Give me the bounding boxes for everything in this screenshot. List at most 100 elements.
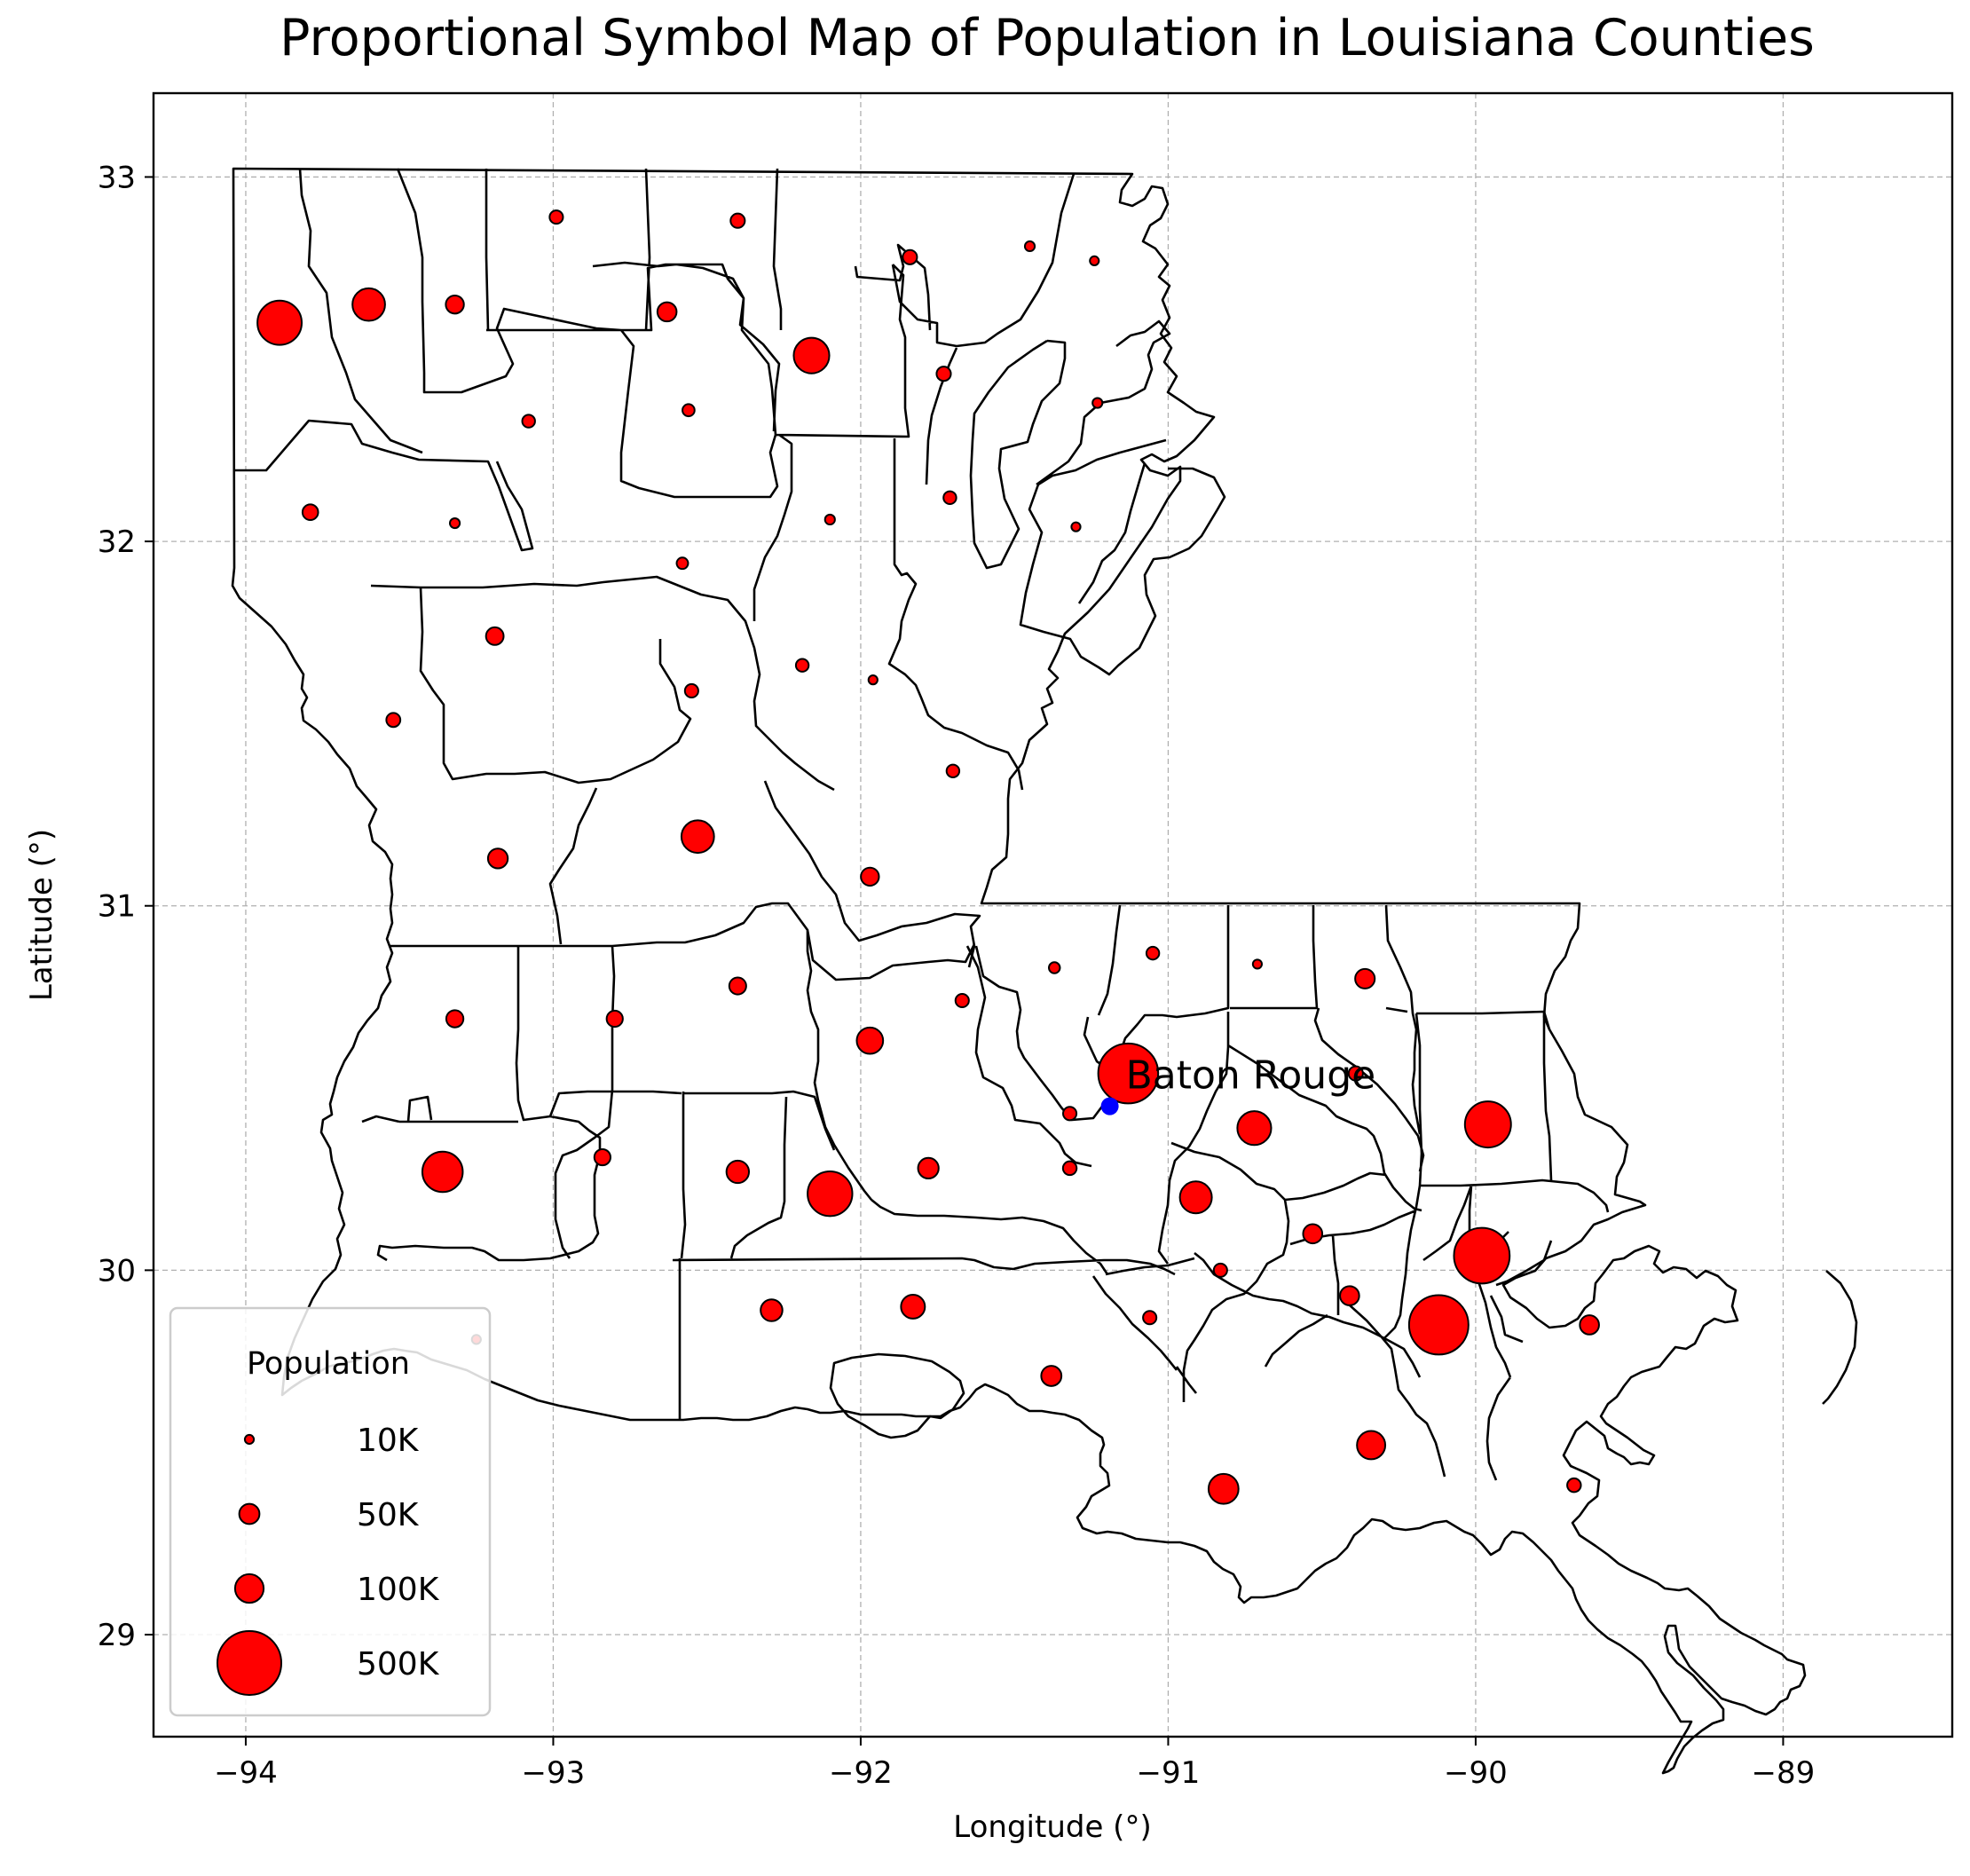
- population-symbol: [902, 248, 918, 265]
- y-tick-label: 31: [98, 889, 136, 925]
- legend-label: 100K: [357, 1572, 440, 1608]
- legend-label: 10K: [357, 1423, 420, 1459]
- city-annotation: Baton Rouge: [1100, 1053, 1376, 1115]
- population-symbol: [1040, 1365, 1063, 1387]
- population-symbol: [385, 712, 402, 729]
- population-symbol: [1207, 1472, 1240, 1505]
- population-symbol: [945, 763, 961, 778]
- chandeleur-islands: [1822, 1270, 1858, 1405]
- grid-lines: [154, 93, 1952, 1737]
- x-tick-label: −92: [829, 1755, 893, 1791]
- city-marker: [1100, 1097, 1119, 1115]
- legend-box: [169, 1306, 492, 1717]
- x-tick-label: −94: [214, 1755, 278, 1791]
- population-symbol: [683, 682, 699, 699]
- mississippi-river-islands: [829, 1352, 965, 1439]
- population-symbol: [855, 1026, 885, 1055]
- population-symbol: [1354, 967, 1376, 989]
- population-symbol: [725, 1159, 751, 1185]
- y-tick-label: 30: [98, 1253, 136, 1289]
- population-symbol: [792, 336, 831, 374]
- population-symbol: [605, 1009, 624, 1029]
- population-symbol: [1347, 1065, 1364, 1082]
- population-symbol: [729, 212, 746, 229]
- county-boundaries: [231, 167, 1858, 1775]
- population-symbol: [1142, 1310, 1158, 1326]
- legend-symbol: [217, 1630, 282, 1696]
- legend-symbol: [243, 1433, 256, 1446]
- population-symbol: [1356, 1430, 1387, 1461]
- legend-label: 50K: [357, 1497, 420, 1533]
- population-symbol: [1097, 1042, 1160, 1105]
- population-symbol: [1579, 1314, 1600, 1336]
- population-symbol: [485, 626, 505, 646]
- population-symbol: [1178, 1180, 1213, 1215]
- population-symbol: [675, 556, 690, 571]
- population-symbol: [445, 1009, 465, 1029]
- population-symbol: [1407, 1294, 1470, 1356]
- population-symbol: [1091, 397, 1104, 409]
- population-symbol: [935, 366, 952, 382]
- population-symbol: [917, 1156, 940, 1180]
- population-symbol: [593, 1147, 611, 1167]
- population-symbol: [942, 490, 957, 506]
- y-tick-label: 33: [98, 160, 136, 195]
- population-symbols: [256, 209, 1600, 1505]
- axis-ticks: −94 −93 −92 −91 −90 −89 29 30 31 32 33: [98, 160, 1816, 1791]
- legend-title: Population: [247, 1346, 410, 1382]
- county-lines-central: [361, 787, 1176, 1420]
- x-tick-label: −93: [522, 1755, 586, 1791]
- population-symbol: [1302, 1223, 1324, 1245]
- population-symbol: [1453, 1226, 1511, 1285]
- population-symbol: [760, 1298, 784, 1322]
- y-tick-label: 32: [98, 524, 136, 560]
- population-symbol: [521, 414, 536, 429]
- population-symbol: [1061, 1160, 1078, 1177]
- population-symbol: [794, 658, 810, 673]
- population-symbol: [728, 976, 747, 996]
- legend-entries: 10K 50K 100K 500K: [217, 1423, 440, 1696]
- population-symbol: [256, 299, 303, 346]
- population-symbol: [1236, 1110, 1273, 1147]
- population-symbol: [486, 847, 509, 870]
- population-symbol: [954, 992, 970, 1009]
- population-symbol: [448, 516, 461, 530]
- x-tick-label: −91: [1137, 1755, 1201, 1791]
- population-symbol: [860, 866, 880, 887]
- legend-symbol: [238, 1502, 261, 1525]
- population-symbol: [351, 287, 386, 322]
- population-symbol: [1463, 1100, 1512, 1149]
- population-symbol: [301, 503, 319, 522]
- legend-symbol: [233, 1573, 265, 1604]
- y-axis-label: Latitude (°): [24, 829, 59, 1001]
- population-symbol: [1070, 521, 1082, 532]
- population-symbol: [682, 403, 696, 418]
- population-symbol: [867, 674, 879, 686]
- population-symbol: [1251, 958, 1264, 970]
- population-symbol: [548, 209, 564, 225]
- population-symbol: [421, 1150, 464, 1194]
- population-symbol: [1089, 255, 1100, 266]
- x-tick-label: −89: [1752, 1755, 1816, 1791]
- population-symbol: [1145, 945, 1161, 961]
- map-title: Proportional Symbol Map of Population in…: [280, 9, 1815, 67]
- population-symbol: [445, 294, 465, 315]
- axes-frame: [152, 91, 1954, 1738]
- legend-label: 500K: [357, 1646, 440, 1683]
- legend: Population 10K 50K 100K 500K: [169, 1306, 492, 1717]
- population-symbol: [680, 819, 715, 855]
- population-symbol: [900, 1293, 926, 1320]
- population-symbol: [1062, 1106, 1078, 1122]
- x-axis-label: Longitude (°): [953, 1809, 1151, 1845]
- county-lines-north: [233, 168, 1226, 968]
- population-symbol: [1047, 961, 1061, 974]
- city-label: Baton Rouge: [1126, 1053, 1376, 1099]
- population-symbol: [1339, 1285, 1360, 1306]
- population-symbol: [807, 1170, 854, 1218]
- population-symbol: [1212, 1262, 1228, 1278]
- population-symbol: [1566, 1477, 1582, 1494]
- y-tick-label: 29: [98, 1618, 136, 1653]
- population-symbol: [823, 513, 836, 526]
- population-symbol: [1023, 240, 1036, 253]
